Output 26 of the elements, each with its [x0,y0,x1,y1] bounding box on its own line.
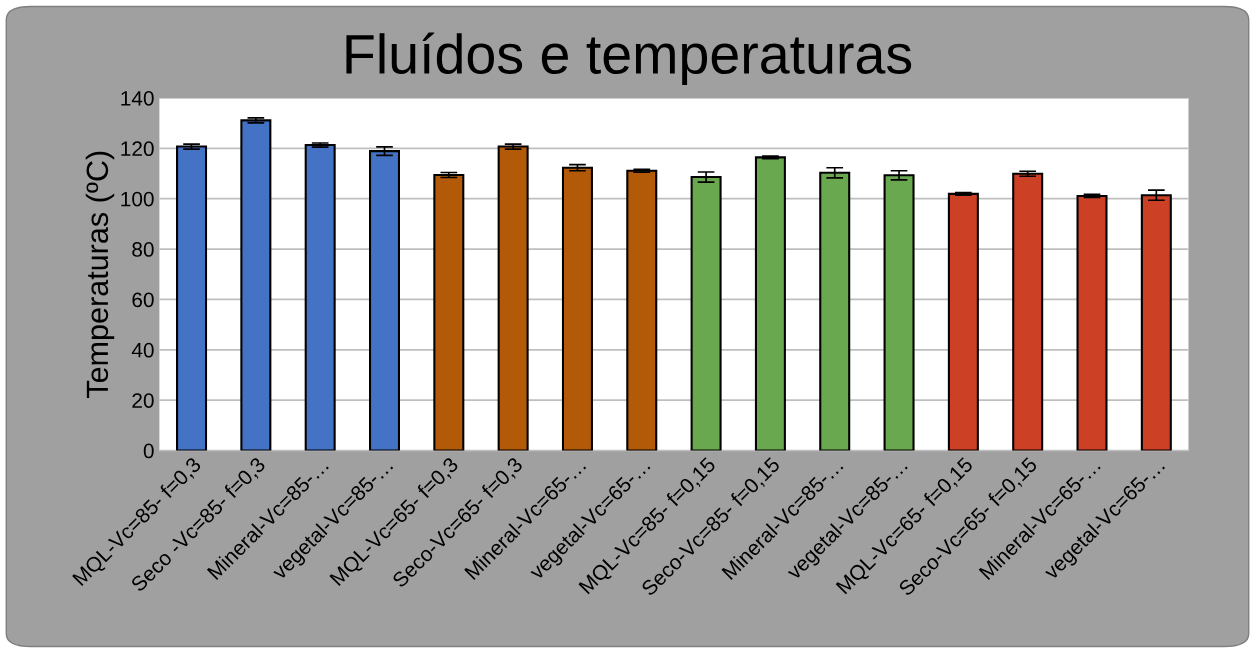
bar [433,173,465,451]
y-tick-label: 20 [132,393,154,408]
y-tick-label: 80 [132,242,154,257]
bar [1076,194,1108,451]
y-tick-label: 40 [131,342,154,358]
bar [690,176,722,451]
y-tick-label: 0 [143,443,154,459]
bar [240,119,272,451]
bar [368,150,401,451]
bar [1012,172,1044,451]
bar [561,166,593,451]
bar [1140,194,1172,451]
y-tick-label: 60 [132,292,154,308]
bar [947,192,979,451]
bar [819,171,851,451]
bar [626,169,658,451]
bar [304,144,336,451]
y-axis-title: Temperaturas (ºC) [85,151,115,398]
bar [497,145,529,451]
bar [754,156,786,451]
y-tick-label: 100 [121,191,154,207]
bar [176,145,208,451]
chart-title: Fluídos e temperaturas [346,32,912,85]
bar [883,174,915,451]
y-tick-label: 120 [121,141,154,157]
y-tick-label: 140 [121,90,154,106]
